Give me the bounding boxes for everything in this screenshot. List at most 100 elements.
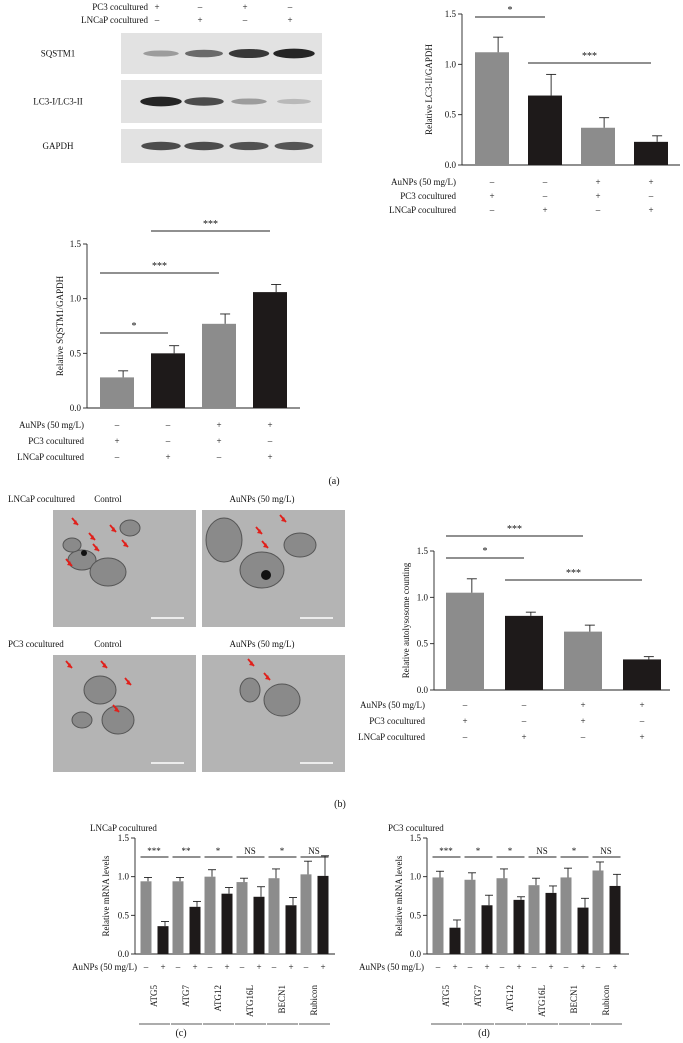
significance-label: NS	[308, 846, 320, 856]
em-arrowhead	[249, 661, 254, 666]
bar	[100, 377, 134, 408]
treatment-sign: +	[639, 700, 644, 710]
bar	[446, 592, 484, 690]
treatment-sign: –	[165, 420, 171, 430]
y-tick-label: 1.5	[445, 9, 457, 19]
significance-label: ***	[439, 846, 453, 856]
treatment-sign: –	[489, 205, 495, 215]
bar	[481, 905, 493, 954]
treatment-sign: +	[648, 205, 653, 215]
treatment-sign: +	[521, 732, 526, 742]
em-gold-particle	[81, 550, 87, 556]
em-organelle	[239, 677, 261, 703]
treatment-sign: +	[462, 716, 467, 726]
blot-band	[277, 98, 311, 105]
treatment-sign: –	[303, 962, 309, 972]
y-tick-label: 1.0	[410, 872, 422, 882]
treatment-sign: +	[612, 962, 617, 972]
bar	[513, 899, 525, 954]
bar	[505, 615, 543, 690]
em-organelle	[263, 683, 301, 717]
bar	[528, 95, 562, 165]
treatment-sign: +	[489, 191, 494, 201]
mrna-pc3-chart: PC3 cocultured 0.0 0.5 1.0 1.5 Relative mRNA …	[359, 823, 629, 1025]
em-organelle	[101, 705, 135, 735]
y-tick-label: 1.0	[70, 294, 82, 304]
treatment-sign: –	[143, 962, 149, 972]
blot-band	[229, 141, 269, 151]
em-arrowhead	[114, 707, 119, 712]
bar	[496, 878, 508, 954]
em-row-label: PC3 cocultured	[8, 639, 64, 649]
bar	[140, 881, 152, 954]
treatment-sign: –	[542, 191, 548, 201]
treatment-sign: +	[320, 962, 325, 972]
treatment-sign: –	[175, 962, 181, 972]
treatment-sign: –	[648, 191, 654, 201]
bar	[475, 52, 509, 165]
treatment-sign: +	[216, 436, 221, 446]
treatment-sign: –	[435, 962, 441, 972]
em-arrowhead	[263, 543, 268, 548]
blot-band	[273, 48, 315, 59]
treatment-sign: –	[521, 700, 527, 710]
treatment-sign: –	[462, 700, 468, 710]
em-organelle	[205, 517, 243, 563]
bar	[528, 885, 540, 954]
y-axis-label: Relative autolysosome counting	[401, 562, 411, 678]
em-arrowhead	[67, 561, 72, 566]
category-label: Rubicon	[309, 985, 319, 1016]
chart-title: PC3 cocultured	[388, 823, 444, 833]
significance-label: *	[476, 846, 481, 856]
em-arrowhead	[123, 542, 128, 547]
y-tick-label: 1.5	[70, 239, 82, 249]
autolysosome-chart: 0.0 0.5 1.0 1.5 Relative autolysosome counti…	[358, 524, 670, 742]
em-row-label: LNCaP cocultured	[8, 494, 75, 504]
bar	[172, 881, 184, 954]
y-tick-label: 1.5	[118, 833, 130, 843]
bar	[285, 905, 297, 954]
em-arrowhead	[67, 663, 72, 668]
em-arrowhead	[257, 529, 262, 534]
bar	[432, 877, 444, 954]
treatment-sign: +	[256, 962, 261, 972]
treatment-sign: +	[452, 962, 457, 972]
treatment-sign: +	[224, 962, 229, 972]
treatment-row-label: AuNPs (50 mg/L)	[72, 962, 137, 972]
bar	[157, 926, 169, 954]
y-tick-label: 0.0	[70, 403, 82, 413]
em-control-label: Control	[94, 639, 122, 649]
y-tick-label: 0.0	[410, 949, 422, 959]
y-tick-label: 0.5	[445, 110, 457, 120]
em-organelle	[119, 519, 141, 537]
em-arrowhead	[111, 527, 116, 532]
blot-band-label: GAPDH	[42, 141, 74, 151]
significance-label: NS	[536, 846, 548, 856]
bar	[464, 879, 476, 954]
treatment-sign: +	[639, 732, 644, 742]
category-label: BECN1	[277, 985, 287, 1014]
chart-title: LNCaP cocultured	[90, 823, 157, 833]
bar	[581, 127, 615, 165]
treatment-row-label: LNCaP cocultured	[358, 732, 425, 742]
significance-label: **	[182, 846, 192, 856]
y-axis-label: Relative mRNA levels	[394, 855, 404, 936]
bar	[268, 878, 280, 954]
bar	[300, 874, 312, 954]
y-tick-label: 1.0	[118, 872, 130, 882]
y-tick-label: 1.0	[417, 592, 429, 602]
em-arrowhead	[126, 680, 131, 685]
y-axis-label: Relative SQSTM1/GAPDH	[55, 275, 65, 376]
bar	[564, 631, 602, 690]
treatment-sign: +	[160, 962, 165, 972]
treatment-sign: +	[580, 700, 585, 710]
bar	[204, 876, 216, 954]
treatment-sign: +	[648, 177, 653, 187]
bar	[609, 885, 621, 954]
em-arrowhead	[265, 675, 270, 680]
blot-header-sign: +	[154, 2, 159, 12]
treatment-row-label: PC3 cocultured	[28, 436, 84, 446]
blot-header-sign: +	[242, 2, 247, 12]
bar	[253, 896, 265, 954]
